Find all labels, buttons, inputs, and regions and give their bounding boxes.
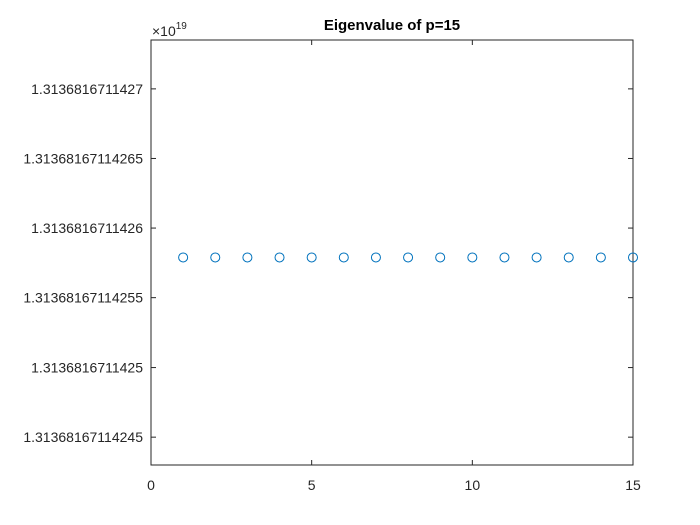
y-tick-label: 1.31368167114255 xyxy=(23,290,143,306)
data-point xyxy=(274,252,285,263)
data-point xyxy=(306,252,317,263)
data-point xyxy=(370,252,381,263)
y-tick-label: 1.3136816711426 xyxy=(31,220,143,236)
data-point xyxy=(435,252,446,263)
y-exponent-label: ×1019 xyxy=(152,21,187,39)
data-point xyxy=(563,252,574,263)
axes-box xyxy=(150,39,634,466)
axis-ticks xyxy=(150,40,634,465)
data-point xyxy=(242,252,253,263)
data-point xyxy=(499,252,510,263)
y-tick-label: 1.31368167114265 xyxy=(23,150,143,166)
x-tick-label: 0 xyxy=(147,477,155,493)
x-tick-label: 5 xyxy=(308,477,316,493)
data-point xyxy=(595,252,606,263)
y-exponent-prefix: ×10 xyxy=(152,23,176,39)
data-point xyxy=(338,252,349,263)
x-tick-label: 15 xyxy=(625,477,641,493)
chart-title: Eigenvalue of p=15 xyxy=(324,17,460,34)
y-exponent-power: 19 xyxy=(176,21,188,32)
data-point xyxy=(628,252,638,263)
data-point xyxy=(467,252,478,263)
data-point xyxy=(531,252,542,263)
y-tick-label: 1.31368167114245 xyxy=(23,429,143,445)
y-tick-label: 1.3136816711427 xyxy=(31,81,143,97)
data-point xyxy=(403,252,414,263)
data-points xyxy=(178,252,638,263)
data-point xyxy=(210,252,221,263)
data-point xyxy=(178,252,189,263)
x-tick-label: 10 xyxy=(465,477,481,493)
tick-labels: 0 5 10 15 1.31368167114245 1.3136816711425 1.3… xyxy=(23,81,641,493)
y-tick-label: 1.3136816711425 xyxy=(31,360,143,376)
